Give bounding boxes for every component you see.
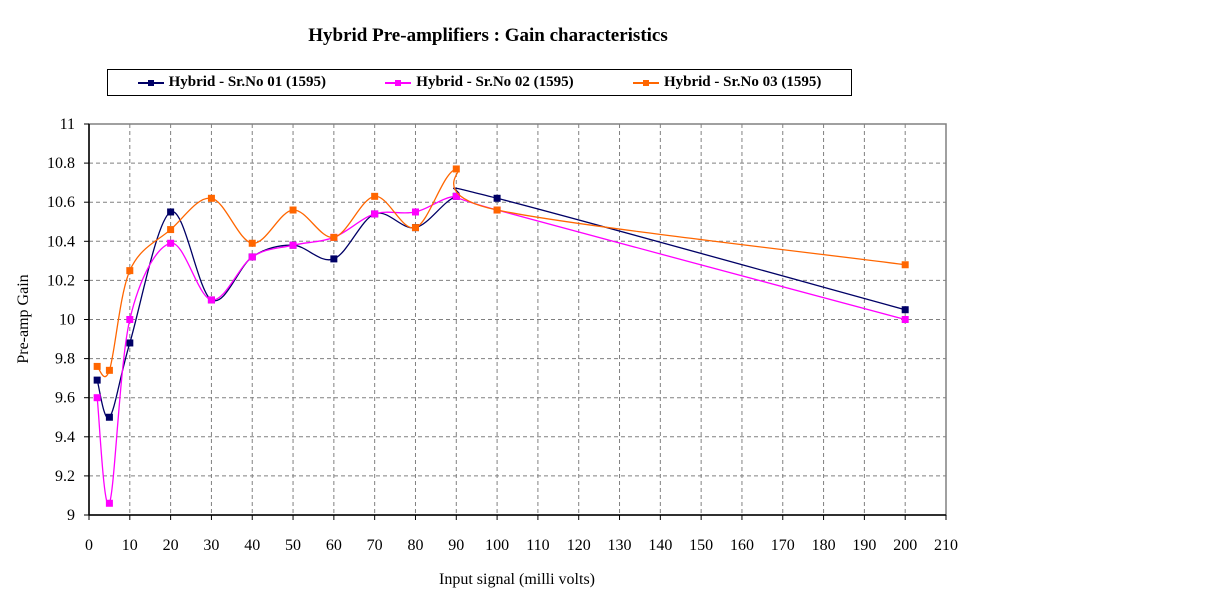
data-point — [901, 306, 909, 314]
data-point — [93, 362, 101, 370]
x-tick-label: 150 — [689, 537, 713, 554]
y-tick-label: 9.4 — [55, 429, 75, 446]
x-tick-label: 200 — [893, 537, 917, 554]
x-tick-label: 80 — [407, 537, 423, 554]
x-tick-label: 90 — [448, 537, 464, 554]
x-tick-label: 190 — [852, 537, 876, 554]
y-tick-label: 10.6 — [47, 194, 75, 211]
x-tick-label: 140 — [648, 537, 672, 554]
data-point — [330, 255, 338, 263]
y-tick-label: 10.8 — [47, 155, 75, 172]
y-tick-label: 10 — [59, 312, 75, 329]
data-point — [167, 226, 175, 234]
data-point — [452, 165, 460, 173]
x-tick-label: 60 — [326, 537, 342, 554]
data-point — [289, 241, 297, 249]
x-tick-label: 0 — [85, 537, 93, 554]
legend-swatch-series-2 — [385, 79, 412, 87]
legend-swatch-series-1 — [137, 79, 164, 87]
data-point — [901, 316, 909, 323]
chart-title: Hybrid Pre-amplifiers : Gain characteris… — [308, 25, 668, 46]
x-tick-label: 70 — [367, 537, 383, 554]
data-point — [452, 192, 460, 200]
data-point — [126, 339, 134, 347]
x-tick-label: 180 — [812, 537, 836, 554]
data-point — [207, 296, 215, 304]
y-tick-label: 10.4 — [47, 233, 75, 250]
x-tick-label: 130 — [608, 537, 632, 554]
data-point — [93, 376, 101, 384]
data-point — [371, 210, 379, 218]
x-tick-label: 10 — [122, 537, 138, 554]
data-point — [93, 394, 101, 402]
data-point — [105, 413, 113, 421]
data-point — [207, 194, 215, 202]
data-point — [901, 261, 909, 269]
data-point — [411, 224, 419, 232]
grid — [88, 123, 947, 516]
y-tick-label: 9.6 — [55, 390, 75, 407]
x-tick-label: 30 — [203, 537, 219, 554]
data-point — [126, 267, 134, 275]
axes — [84, 123, 947, 520]
y-tick-label: 11 — [60, 116, 75, 133]
y-tick-label: 9.8 — [55, 351, 75, 368]
data-point — [411, 208, 419, 216]
series-1 — [93, 187, 909, 421]
x-tick-label: 40 — [244, 537, 260, 554]
data-point — [248, 239, 256, 247]
y-axis-title: Pre-amp Gain — [15, 274, 32, 363]
data-point — [126, 316, 134, 323]
x-tick-label: 20 — [163, 537, 179, 554]
data-point — [167, 239, 175, 247]
x-tick-label: 110 — [526, 537, 549, 554]
legend-item-series-1: Hybrid - Sr.No 01 (1595) — [137, 74, 327, 91]
legend-label-series-1: Hybrid - Sr.No 01 (1595) — [168, 74, 327, 90]
data-point — [105, 366, 113, 374]
data-point — [493, 206, 501, 214]
legend: Hybrid - Sr.No 01 (1595) Hybrid - Sr.No … — [107, 69, 852, 96]
legend-label-series-3: Hybrid - Sr.No 03 (1595) — [663, 74, 822, 90]
y-tick-label: 9.2 — [55, 468, 75, 485]
y-tick-label: 10.2 — [47, 272, 75, 289]
data-point — [289, 206, 297, 214]
x-tick-label: 160 — [730, 537, 754, 554]
data-point — [167, 208, 175, 216]
y-tick-label: 9 — [67, 507, 75, 524]
x-tick-label: 100 — [485, 537, 509, 554]
series-line-1 — [96, 187, 906, 419]
series-2 — [93, 192, 909, 507]
data-point — [248, 253, 256, 261]
legend-swatch-series-3 — [632, 79, 659, 87]
x-tick-label: 50 — [285, 537, 301, 554]
data-point — [493, 194, 501, 202]
x-tick-label: 170 — [771, 537, 795, 554]
series-3 — [93, 165, 909, 378]
data-point — [371, 192, 379, 200]
data-point — [330, 233, 338, 241]
x-tick-label: 120 — [567, 537, 591, 554]
x-axis-title: Input signal (milli volts) — [439, 571, 595, 588]
x-tick-label: 210 — [934, 537, 958, 554]
legend-label-series-2: Hybrid - Sr.No 02 (1595) — [416, 74, 574, 90]
legend-item-series-3: Hybrid - Sr.No 03 (1595) — [632, 74, 822, 91]
data-point — [105, 499, 113, 507]
series-group — [93, 165, 909, 507]
legend-item-series-2: Hybrid - Sr.No 02 (1595) — [385, 74, 574, 91]
